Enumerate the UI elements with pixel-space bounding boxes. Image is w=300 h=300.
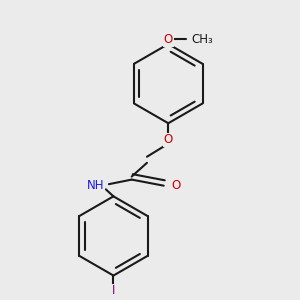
Text: CH₃: CH₃ bbox=[191, 33, 213, 46]
Text: I: I bbox=[112, 284, 115, 297]
Text: O: O bbox=[171, 179, 181, 192]
Text: NH: NH bbox=[87, 179, 104, 192]
Text: O: O bbox=[164, 33, 173, 46]
Text: O: O bbox=[164, 134, 173, 146]
